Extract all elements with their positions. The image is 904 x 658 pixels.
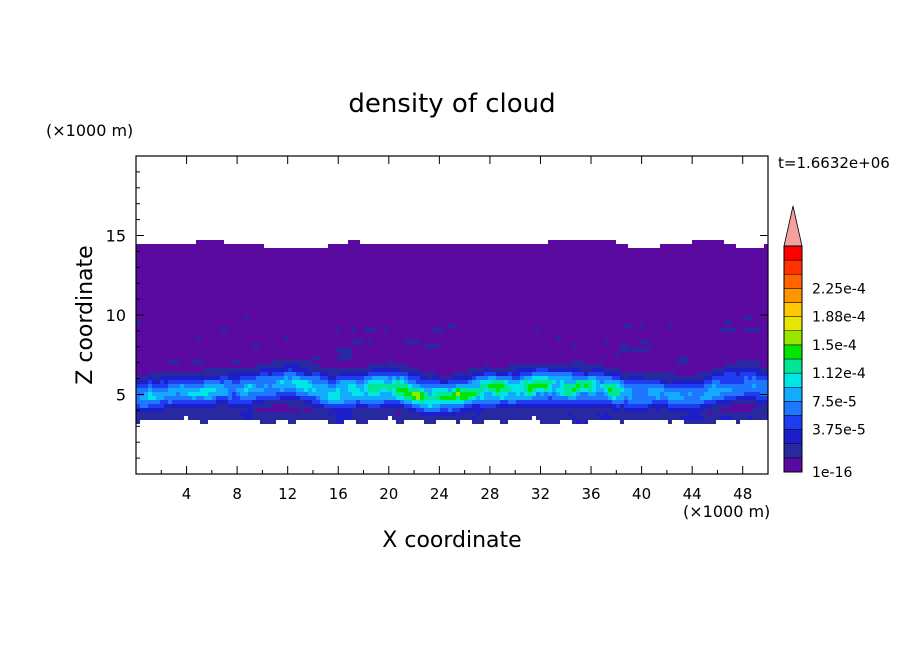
colorbar-level (784, 359, 802, 373)
colorbar-level (784, 317, 802, 331)
colorbar-level (784, 401, 802, 415)
x-tick-label: 8 (232, 485, 242, 503)
colorbar-label: 1.12e-4 (812, 366, 866, 382)
x-tick-label: 32 (531, 485, 550, 503)
colorbar-extend-arrow (784, 206, 802, 246)
colorbar-level (784, 416, 802, 430)
x-tick-label: 40 (632, 485, 651, 503)
colorbar-level (784, 246, 802, 260)
chart-title: density of cloud (348, 89, 555, 119)
colorbar-level (784, 274, 802, 288)
x-tick-label: 48 (733, 485, 752, 503)
colorbar-label: 1e-16 (812, 465, 852, 481)
colorbar-level (784, 458, 802, 472)
colorbar-level (784, 303, 802, 317)
colorbar-label: 1.88e-4 (812, 310, 866, 326)
colorbar-level (784, 331, 802, 345)
colorbar-label: 7.5e-5 (812, 394, 857, 410)
x-tick-label: 20 (379, 485, 398, 503)
x-tick-label: 24 (430, 485, 449, 503)
x-tick-label: 44 (683, 485, 702, 503)
x-axis-label: X coordinate (382, 528, 521, 553)
x-tick-label: 36 (581, 485, 600, 503)
colorbar-level (784, 373, 802, 387)
colorbar: 2.25e-4 1.88e-4 1.5e-4 1.12e-4 7.5e-5 3.75e-5… (784, 206, 866, 481)
colorbar-level (784, 260, 802, 274)
colorbar-level (784, 430, 802, 444)
y-tick-label: 5 (116, 386, 126, 405)
colorbar-level (784, 345, 802, 359)
x-tick-label: 4 (182, 485, 192, 503)
x-tick-label: 12 (278, 485, 297, 503)
x-unit-label: (×1000 m) (683, 502, 770, 521)
colorbar-level (784, 444, 802, 458)
cloud-density-field (136, 240, 768, 424)
colorbar-level (784, 387, 802, 401)
x-tick-label: 16 (329, 485, 348, 503)
colorbar-label: 3.75e-5 (812, 423, 866, 439)
time-label: t=1.6632e+06 (778, 154, 890, 172)
y-axis-label: Z coordinate (73, 245, 98, 384)
x-tick-label: 28 (480, 485, 499, 503)
y-tick-label: 15 (106, 227, 126, 246)
colorbar-label: 1.5e-4 (812, 338, 857, 354)
y-tick-label: 10 (106, 306, 126, 325)
colorbar-label: 2.25e-4 (812, 281, 866, 297)
y-unit-label: (×1000 m) (46, 121, 133, 140)
colorbar-level (784, 288, 802, 302)
